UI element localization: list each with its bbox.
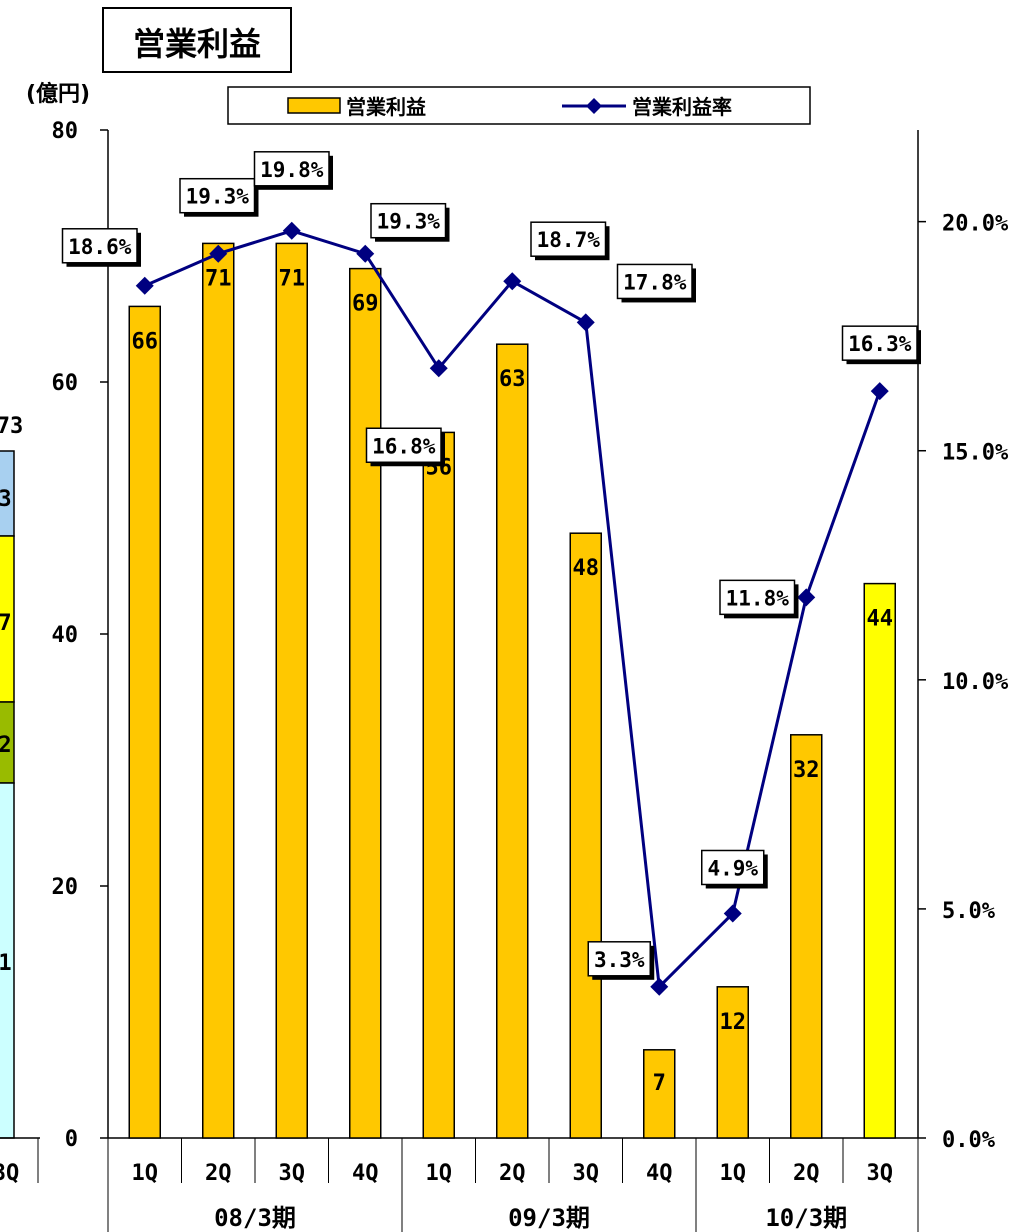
bar — [496, 343, 529, 1139]
profit-rate-marker — [650, 977, 669, 996]
bar-value-label: 69 — [352, 292, 379, 317]
bar-value-label: 71 — [205, 266, 232, 291]
rate-label: 16.3% — [848, 332, 912, 356]
rate-label: 18.7% — [537, 228, 601, 252]
rate-label: 17.8% — [623, 270, 687, 294]
x-tick-label: 3Q — [573, 1161, 600, 1186]
rate-label: 4.9% — [707, 856, 758, 880]
x-tick-label: 1Q — [426, 1161, 453, 1186]
y-axis-label: (億円) — [26, 81, 90, 107]
bar-value-label: 48 — [573, 556, 600, 581]
profit-rate-marker — [209, 244, 228, 263]
bar — [569, 532, 602, 1139]
bar-value-label: 71 — [279, 266, 306, 291]
rate-label-box — [587, 941, 651, 977]
y-tick-label: 60 — [52, 371, 79, 396]
legend-line-marker — [586, 98, 602, 114]
x-tick-label: 4Q — [646, 1161, 673, 1186]
rate-label: 18.6% — [68, 235, 132, 259]
bar — [422, 431, 455, 1139]
group-label: 08/3期 — [214, 1204, 296, 1232]
profit-rate-marker — [797, 588, 816, 607]
profit-rate-marker — [135, 276, 154, 295]
partial-segment-label: 7 — [0, 611, 12, 636]
rate-label-box — [370, 202, 447, 239]
rate-label-box — [701, 849, 765, 886]
rate-label: 16.8% — [372, 434, 436, 458]
bar-value-label: 63 — [499, 367, 526, 392]
partial-segment-label: 3 — [0, 487, 12, 512]
rate-label-box — [253, 151, 330, 187]
rate-label-box — [616, 263, 693, 300]
profit-rate-marker — [870, 382, 889, 401]
rate-label-box — [719, 579, 796, 616]
y-tick-label: 80 — [52, 119, 79, 144]
rate-label: 3.3% — [594, 948, 645, 972]
rate-label: 19.3% — [186, 185, 250, 209]
x-tick-label: 2Q — [793, 1161, 820, 1186]
group-label: 10/3期 — [765, 1204, 847, 1232]
chart-title: 営業利益 — [133, 25, 261, 63]
x-tick-label: 2Q — [499, 1161, 526, 1186]
y2-tick-label: 10.0% — [942, 670, 1009, 695]
rate-label-box — [841, 325, 918, 361]
rate-label-box — [365, 427, 442, 464]
y2-tick-label: 5.0% — [942, 899, 996, 924]
bar-value-label: 12 — [720, 1010, 747, 1035]
legend-bar-swatch — [287, 97, 341, 114]
bar-value-label: 66 — [132, 329, 159, 354]
bar — [790, 734, 823, 1139]
bar-value-label: 7 — [653, 1071, 666, 1096]
profit-rate-marker — [429, 359, 448, 378]
x-axis-labels: 1Q 2Q 3Q 4Q 1Q 2Q 3Q 4Q 1Q 2Q 3Q 08/3期 09/3期 10/3期 — [107, 1138, 919, 1232]
partial-segment-label: 2 — [0, 733, 12, 758]
rate-label: 19.3% — [377, 210, 441, 234]
x-tick-label: 1Q — [720, 1161, 747, 1186]
bar — [643, 1049, 676, 1139]
rate-label-box — [61, 228, 138, 264]
profit-rate-marker — [356, 244, 375, 263]
y2-tick-label: 15.0% — [942, 441, 1009, 466]
bar — [716, 986, 749, 1139]
partial-category-label: 3Q — [0, 1161, 19, 1186]
bar — [863, 582, 896, 1139]
profit-rate-marker — [723, 904, 742, 923]
bar — [275, 242, 308, 1139]
y2-tick-label: 0.0% — [942, 1128, 996, 1153]
x-tick-label: 3Q — [867, 1161, 894, 1186]
bar-value-label: 32 — [793, 758, 820, 783]
profit-rate-marker — [576, 313, 595, 332]
rate-label: 19.8% — [260, 158, 324, 182]
legend-bar-label: 営業利益 — [346, 95, 426, 119]
bar — [128, 305, 161, 1139]
partial-total-label: 73 — [0, 414, 23, 439]
group-label: 09/3期 — [508, 1204, 590, 1232]
y-tick-label: 40 — [52, 623, 79, 648]
profit-rate-line: 18.6% 19.3% 19.8% 19.3% 16.8% 18.7% 17.8% 3.3% 4… — [61, 151, 921, 996]
bar-value-label: 44 — [867, 607, 894, 632]
rate-label: 11.8% — [726, 586, 790, 610]
partial-left-chart: 3 7 2 1 73 3Q — [0, 414, 40, 1186]
x-tick-label: 2Q — [205, 1161, 232, 1186]
y-tick-label: 20 — [52, 875, 79, 900]
x-tick-label: 1Q — [132, 1161, 159, 1186]
rate-label-box — [179, 177, 256, 214]
y2-tick-label: 20.0% — [942, 212, 1009, 237]
x-tick-label: 3Q — [279, 1161, 306, 1186]
profit-rate-marker — [282, 221, 301, 240]
bar — [349, 267, 382, 1139]
y-tick-label: 0 — [65, 1127, 78, 1152]
x-tick-label: 4Q — [352, 1161, 379, 1186]
partial-segment-label: 1 — [0, 951, 12, 976]
legend: 営業利益 営業利益率 — [227, 86, 811, 125]
rate-label-box — [530, 221, 607, 257]
bar — [202, 242, 235, 1139]
title-box — [102, 7, 292, 73]
legend-line-label: 営業利益率 — [632, 95, 732, 119]
profit-rate-marker — [503, 272, 522, 291]
